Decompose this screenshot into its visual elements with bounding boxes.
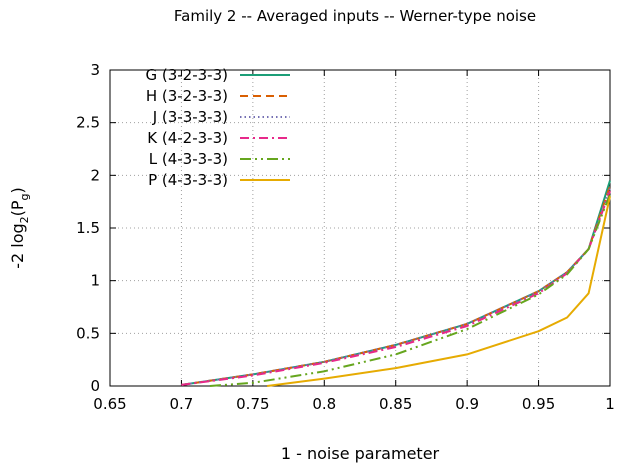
x-tick-label: 0.75: [236, 395, 269, 413]
y-axis-label: -2 log2(Pg): [8, 187, 31, 269]
x-tick-label: 0.7: [169, 395, 193, 413]
y-label-mid: (P: [8, 200, 27, 216]
legend: G (3-2-3-3) H (3-2-3-3) J (3-3-3-3) K (4-2-…: [145, 66, 290, 189]
x-tick-label: 0.8: [312, 395, 336, 413]
x-tick-label: 0.95: [522, 395, 555, 413]
legend-label-j: J (3-3-3-3): [152, 108, 228, 126]
grid: [110, 70, 610, 386]
y-tick-label: 2.5: [76, 114, 100, 132]
legend-label-l: L (4-3-3-3): [149, 150, 228, 168]
y-tick-label: 3: [90, 61, 100, 79]
y-label-sub2: g: [18, 193, 31, 200]
y-tick-label: 2: [90, 166, 100, 184]
series-line-k: [181, 190, 611, 386]
ticks: 0.65 0.7 0.75 0.8 0.85 0.9 0.95 1 0 0.5 1 1.5 2 2.5 3: [76, 61, 615, 413]
legend-label-g: G (3-2-3-3): [145, 66, 228, 84]
y-label-base: -2 log: [8, 223, 27, 268]
y-tick-label: 1: [90, 272, 100, 290]
y-label-sub1: 2: [18, 216, 31, 223]
series-line-p: [266, 196, 611, 387]
series-lines: [181, 180, 611, 387]
y-tick-label: 0.5: [76, 324, 100, 342]
legend-label-p: P (4-3-3-3): [148, 171, 228, 189]
x-tick-label: 0.9: [455, 395, 479, 413]
y-tick-label: 1.5: [76, 219, 100, 237]
legend-label-h: H (3-2-3-3): [146, 87, 228, 105]
x-axis-label: 1 - noise parameter: [281, 444, 440, 463]
x-tick-label: 1: [605, 395, 615, 413]
y-label-end: ): [8, 187, 27, 193]
y-tick-label: 0: [90, 377, 100, 395]
chart-title: Family 2 -- Averaged inputs -- Werner-ty…: [174, 7, 536, 25]
series-line-j: [181, 187, 611, 386]
series-line-h: [181, 185, 611, 386]
x-tick-label: 0.65: [93, 395, 126, 413]
series-line-l: [209, 193, 611, 387]
x-tick-label: 0.85: [379, 395, 412, 413]
legend-label-k: K (4-2-3-3): [147, 129, 228, 147]
